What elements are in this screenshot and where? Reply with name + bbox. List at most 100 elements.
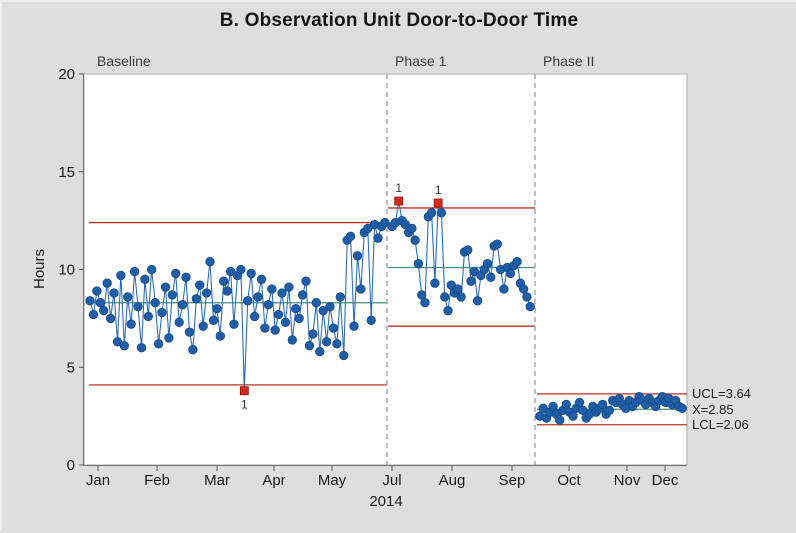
data-point <box>205 257 215 267</box>
data-point <box>407 223 417 234</box>
data-point <box>263 300 273 310</box>
data-point <box>157 307 167 318</box>
data-point <box>177 300 188 310</box>
data-point <box>315 346 325 357</box>
x-tick-label: Apr <box>262 472 285 489</box>
data-point <box>518 284 529 294</box>
data-point <box>116 270 126 281</box>
data-point <box>443 305 453 316</box>
data-point <box>208 315 219 325</box>
y-tick-label: 10 <box>58 262 75 279</box>
x-tick-label: Nov <box>614 472 641 489</box>
data-point <box>352 251 363 261</box>
data-point <box>164 333 174 343</box>
y-tick-label: 20 <box>58 66 75 83</box>
data-point <box>548 401 558 412</box>
data-point <box>133 301 143 312</box>
data-point <box>304 341 315 351</box>
data-point <box>95 298 105 308</box>
data-point <box>555 415 565 425</box>
mean-annotation: X=2.85 <box>692 401 734 417</box>
data-point <box>308 329 318 339</box>
data-point <box>604 405 615 415</box>
data-point <box>436 208 447 218</box>
data-point <box>417 290 427 300</box>
data-point <box>273 309 284 320</box>
data-point <box>413 258 424 269</box>
data-point <box>574 397 585 408</box>
x-tick-label: Sep <box>499 472 526 489</box>
out-of-control-marker <box>433 198 443 208</box>
data-point <box>505 268 516 279</box>
data-point <box>219 276 229 286</box>
data-point <box>311 298 321 308</box>
data-point <box>253 292 263 302</box>
data-point <box>297 290 308 300</box>
data-point <box>287 335 297 345</box>
data-point <box>366 315 376 325</box>
x-tick-label: Mar <box>204 472 230 489</box>
data-point <box>426 208 437 218</box>
x-tick-label: Dec <box>652 472 679 489</box>
data-point <box>225 266 236 277</box>
data-point <box>335 292 345 302</box>
data-point <box>92 286 102 296</box>
x-tick-label: Jan <box>86 472 110 489</box>
stage-label-2: Phase 1 <box>395 53 447 69</box>
data-point <box>325 301 335 312</box>
data-point <box>284 282 294 292</box>
data-point <box>153 339 164 349</box>
stage-label-1: Baseline <box>97 53 151 69</box>
data-point <box>277 288 287 298</box>
data-point <box>195 280 205 290</box>
stage-label-3: Phase II <box>543 53 594 69</box>
data-point <box>212 303 222 314</box>
x-tick-label: Feb <box>144 472 170 489</box>
data-point <box>522 292 532 302</box>
data-point <box>270 325 280 335</box>
data-point <box>246 268 256 279</box>
x-tick-label: Jul <box>382 472 401 489</box>
data-point <box>463 245 473 255</box>
data-point <box>440 292 450 302</box>
data-point <box>420 298 430 308</box>
data-point <box>373 233 383 243</box>
data-point <box>430 278 440 288</box>
data-point <box>568 411 578 421</box>
data-point <box>267 284 277 294</box>
data-point <box>147 264 157 275</box>
data-point <box>105 313 116 324</box>
data-point <box>512 257 522 267</box>
data-point <box>525 301 535 312</box>
data-point <box>499 284 509 294</box>
x-tick-label: May <box>318 472 347 489</box>
data-point <box>380 217 390 228</box>
data-point <box>453 284 463 294</box>
data-point <box>201 288 212 298</box>
y-tick-label: 0 <box>67 457 75 474</box>
data-point <box>171 268 181 279</box>
data-point <box>222 286 232 296</box>
data-point <box>456 292 466 302</box>
data-point <box>229 319 239 329</box>
y-tick-label: 15 <box>58 164 75 181</box>
data-point <box>339 350 349 361</box>
data-point <box>598 399 608 410</box>
data-point <box>181 272 191 282</box>
data-point <box>160 282 171 292</box>
data-point <box>167 290 177 300</box>
data-point <box>236 264 246 275</box>
data-point <box>174 317 184 327</box>
out-of-control-label: 1 <box>241 398 248 412</box>
data-point <box>85 296 95 306</box>
data-point <box>486 272 496 282</box>
data-point <box>119 341 129 351</box>
data-point <box>126 319 136 329</box>
data-point <box>280 317 291 327</box>
data-point <box>482 258 493 269</box>
data-point <box>188 345 198 355</box>
data-point <box>260 323 270 333</box>
data-point <box>466 276 476 286</box>
